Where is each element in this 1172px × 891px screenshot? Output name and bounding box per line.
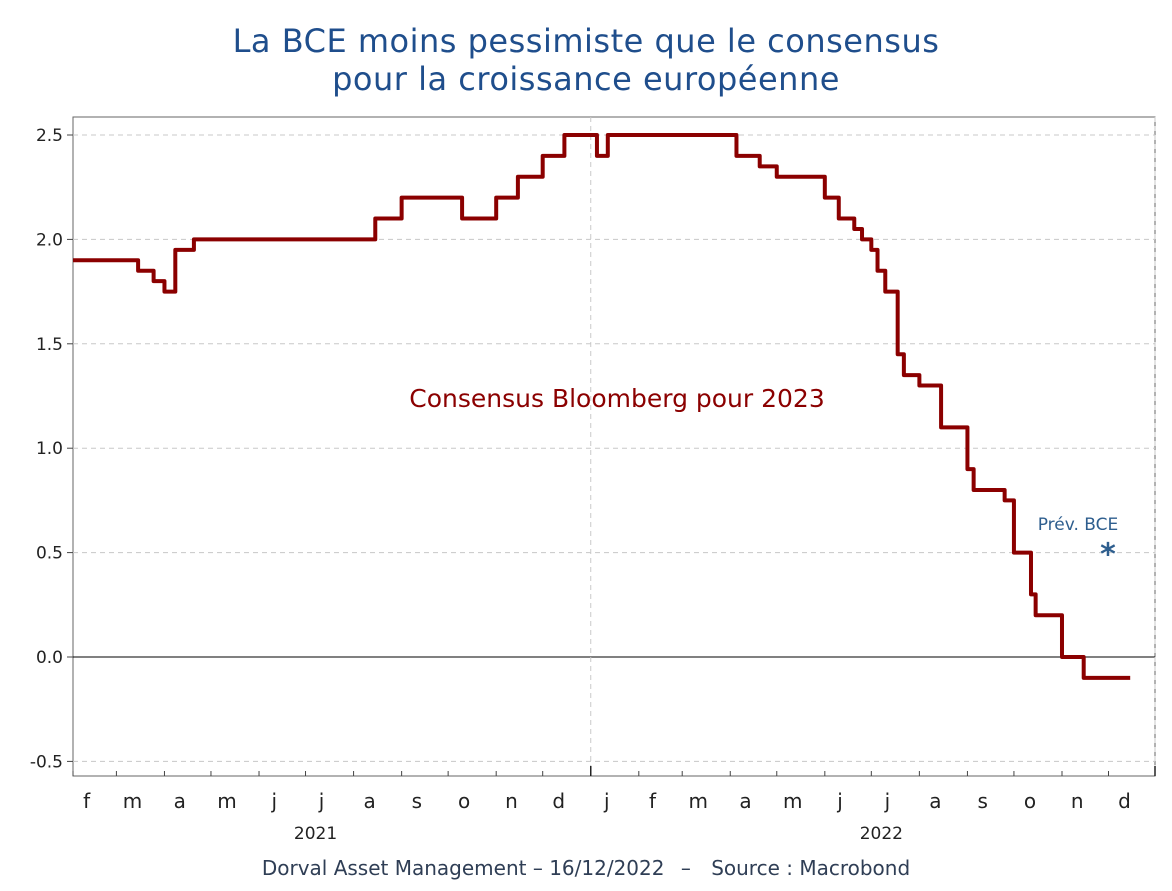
y-tick-label: 2.5 <box>36 126 63 146</box>
footer-dash-1: – <box>532 856 543 880</box>
x-month-label: j <box>884 789 891 813</box>
x-month-label: o <box>458 789 470 813</box>
footer: Dorval Asset Management – 16/12/2022 – S… <box>0 856 1172 880</box>
y-tick-label: 1.5 <box>36 335 63 355</box>
chart-title: La BCE moins pessimiste que le consensus… <box>0 22 1172 98</box>
x-month-label: a <box>929 789 941 813</box>
x-month-label: n <box>505 789 518 813</box>
x-month-label: o <box>1024 789 1036 813</box>
x-year-label: 2021 <box>294 824 337 844</box>
x-month-label: m <box>123 789 142 813</box>
x-month-label: m <box>688 789 707 813</box>
x-month-label: n <box>1071 789 1084 813</box>
x-month-label: j <box>836 789 843 813</box>
x-month-label: s <box>412 789 422 813</box>
y-tick-label: -0.5 <box>30 752 63 772</box>
y-tick-label: 2.0 <box>36 230 63 250</box>
x-month-label: d <box>1118 789 1131 813</box>
footer-date: 16/12/2022 <box>549 856 665 880</box>
y-tick-label: 1.0 <box>36 439 63 459</box>
chart-title-line1: La BCE moins pessimiste que le consensus <box>232 22 940 60</box>
x-month-label: s <box>977 789 987 813</box>
annotation-consensus: Consensus Bloomberg pour 2023 <box>409 384 825 413</box>
x-month-label: d <box>552 789 565 813</box>
plot-frame <box>72 116 1156 777</box>
marker-bce-forecast: * <box>1100 538 1116 573</box>
x-month-label: m <box>783 789 802 813</box>
footer-source: Source : Macrobond <box>711 856 911 880</box>
x-month-label: m <box>217 789 236 813</box>
x-month-label: a <box>739 789 751 813</box>
series-line-consensus <box>73 133 1131 680</box>
x-month-label: j <box>318 789 325 813</box>
x-month-label: f <box>649 789 657 813</box>
annotation-bce: Prév. BCE <box>1038 515 1119 535</box>
chart-title-line2: pour la croissance européenne <box>332 60 840 98</box>
footer-author: Dorval Asset Management <box>261 856 527 880</box>
x-year-label: 2022 <box>860 824 903 844</box>
footer-dash-2: – <box>680 856 691 880</box>
x-month-label: j <box>270 789 277 813</box>
x-month-label: a <box>174 789 186 813</box>
x-month-label: f <box>83 789 91 813</box>
x-month-label: j <box>603 789 610 813</box>
x-month-label: a <box>363 789 375 813</box>
y-tick-label: 0.0 <box>36 648 63 668</box>
y-tick-label: 0.5 <box>36 544 63 564</box>
